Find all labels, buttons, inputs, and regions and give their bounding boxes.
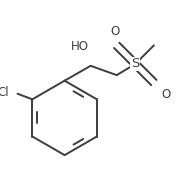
Text: Cl: Cl [0, 86, 9, 99]
Text: S: S [131, 57, 140, 70]
Text: HO: HO [71, 40, 88, 53]
Text: O: O [161, 88, 171, 101]
Text: O: O [110, 25, 119, 38]
